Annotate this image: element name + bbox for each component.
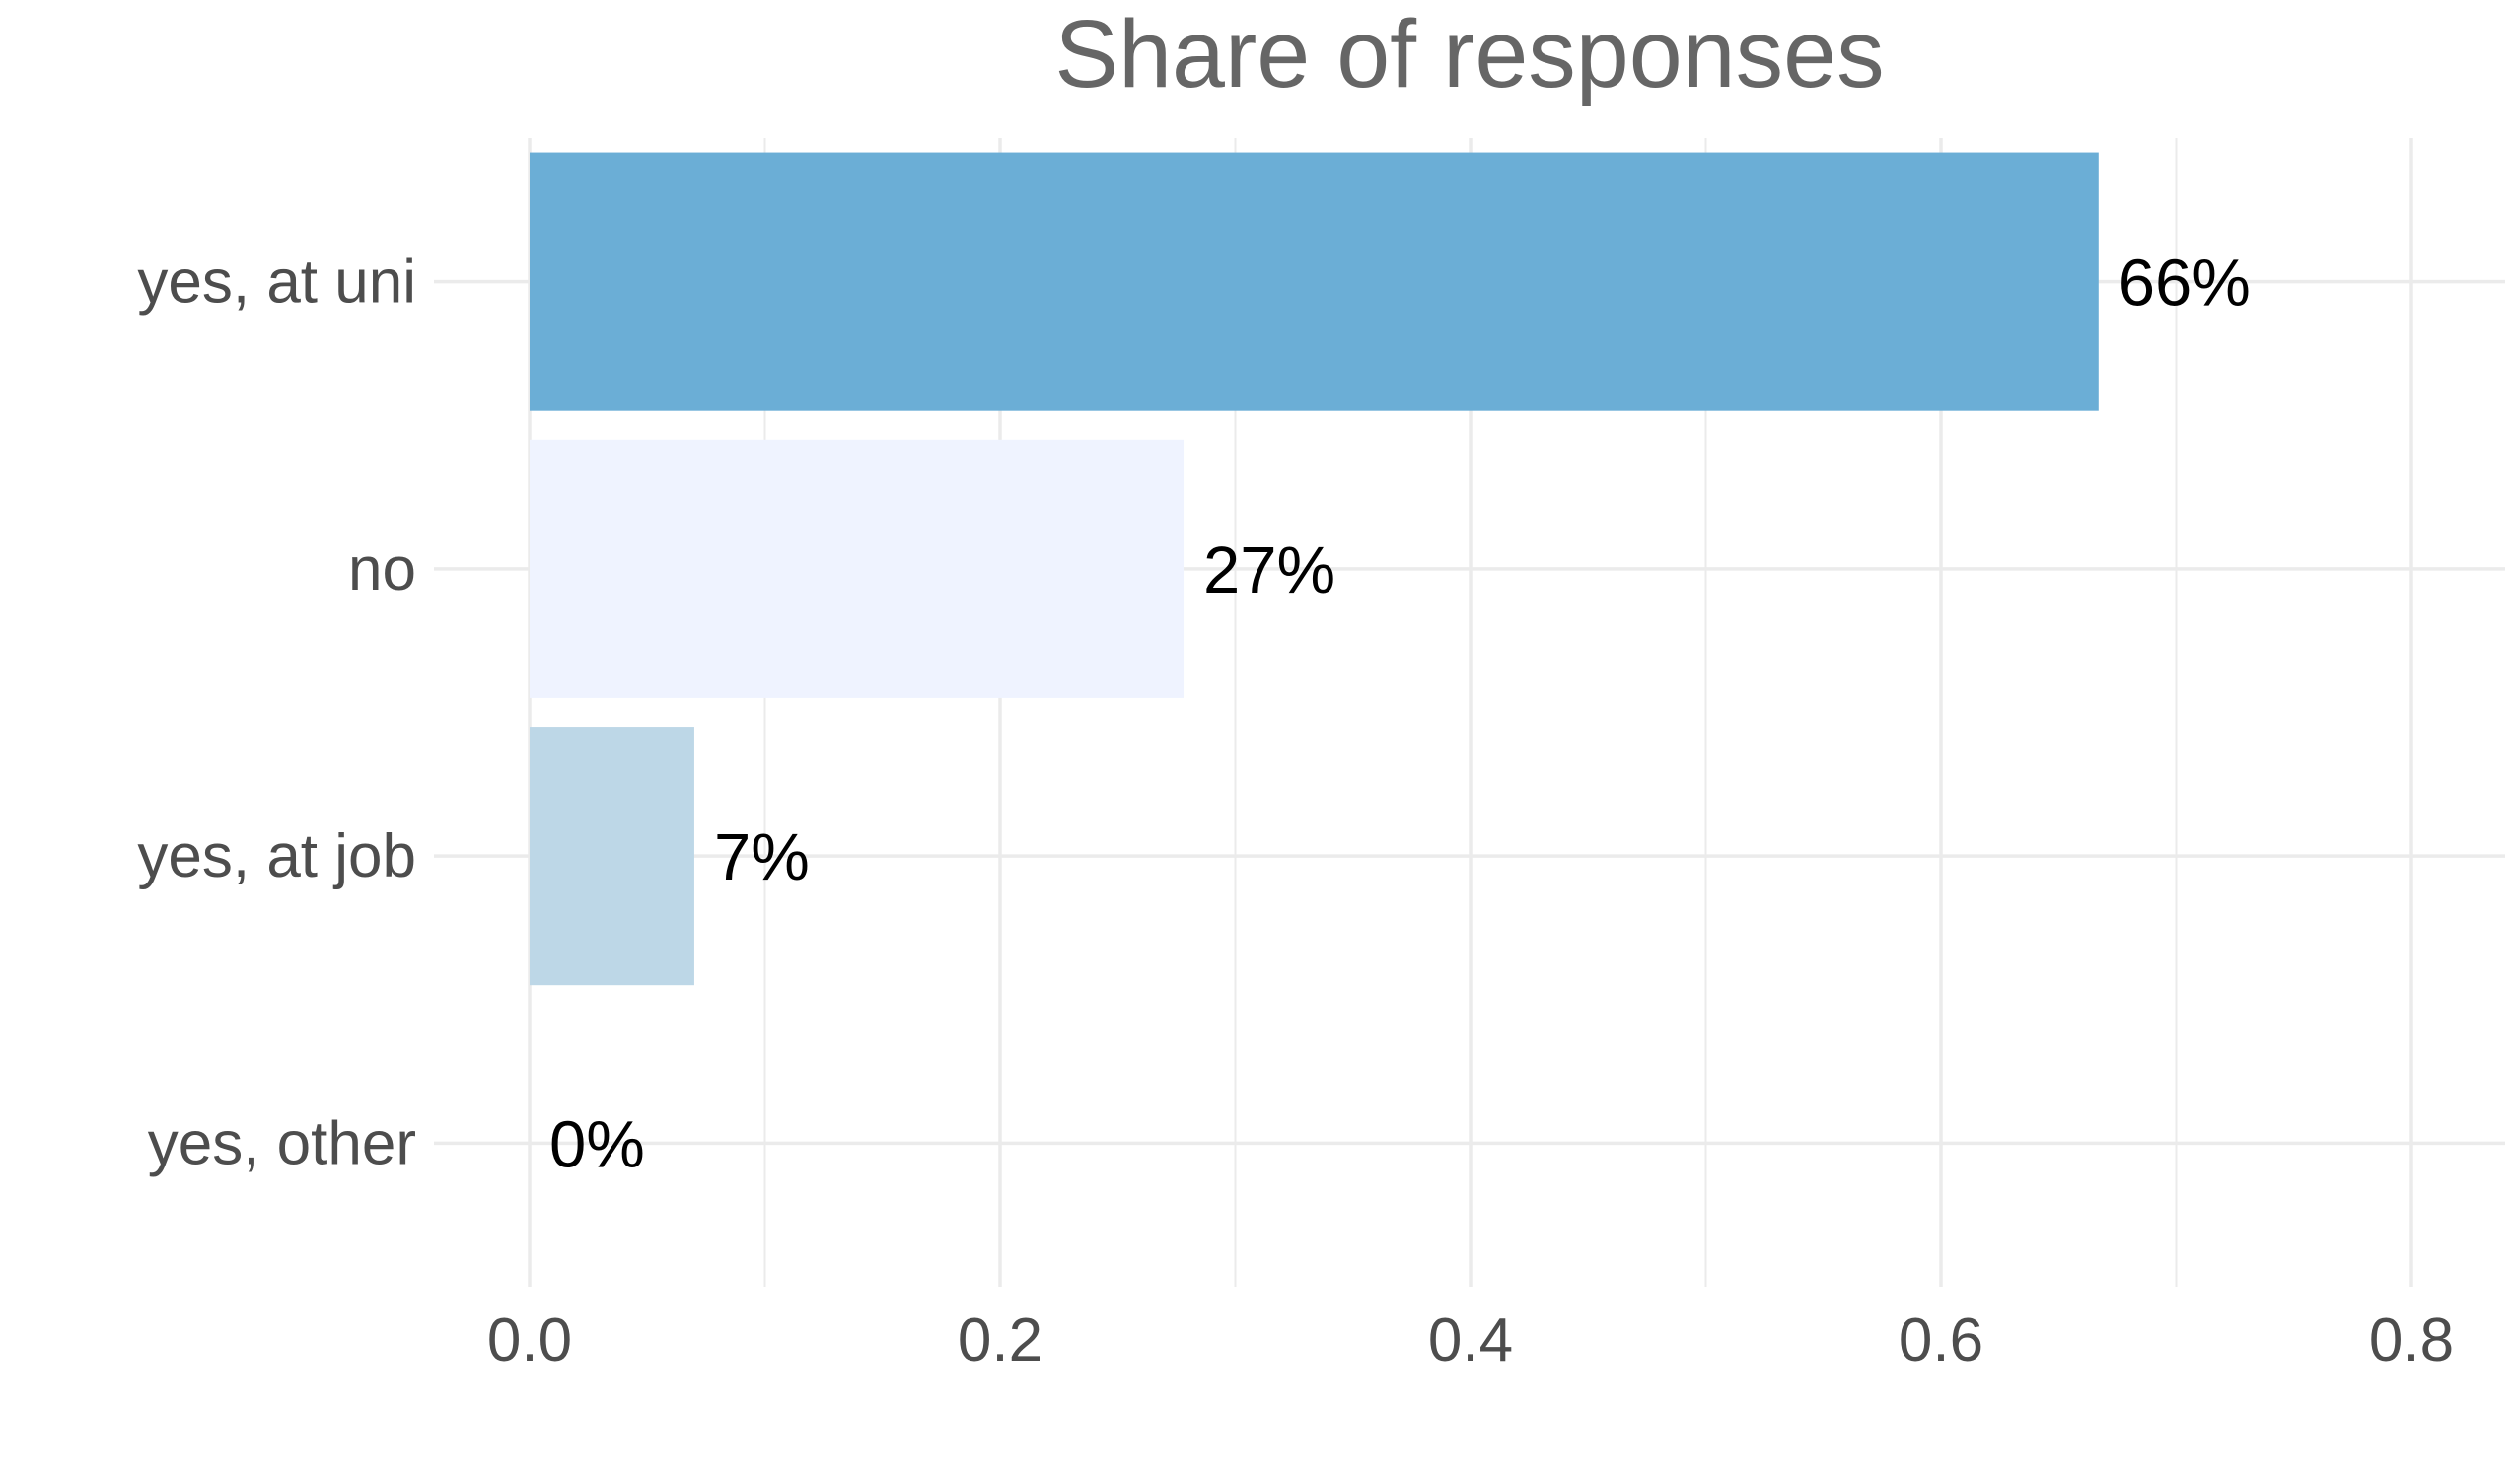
category-label: no [348, 535, 416, 603]
chart-title: Share of responses [1054, 0, 1884, 107]
x-tick-label: 0.8 [2369, 1307, 2454, 1375]
bar-1 [530, 439, 1185, 698]
x-tick-label: 0.4 [1428, 1307, 1513, 1375]
x-tick-label: 0.2 [958, 1307, 1042, 1375]
value-label: 7% [714, 820, 810, 894]
bar-0 [530, 152, 2099, 411]
category-label: yes, at job [137, 822, 416, 890]
value-label: 66% [2119, 247, 2251, 320]
value-label: 27% [1203, 533, 1335, 607]
bar-layer [530, 152, 2099, 986]
category-label: yes, other [148, 1109, 416, 1177]
x-tick-label: 0.6 [1899, 1307, 1983, 1375]
x-tick-label: 0.0 [487, 1307, 572, 1375]
bar-2 [530, 727, 694, 986]
category-label: yes, at uni [137, 248, 416, 317]
value-label: 0% [549, 1107, 645, 1181]
label-layer: yes, at uni 66% no 27% yes, at job 7% yes, oth… [137, 247, 2454, 1375]
